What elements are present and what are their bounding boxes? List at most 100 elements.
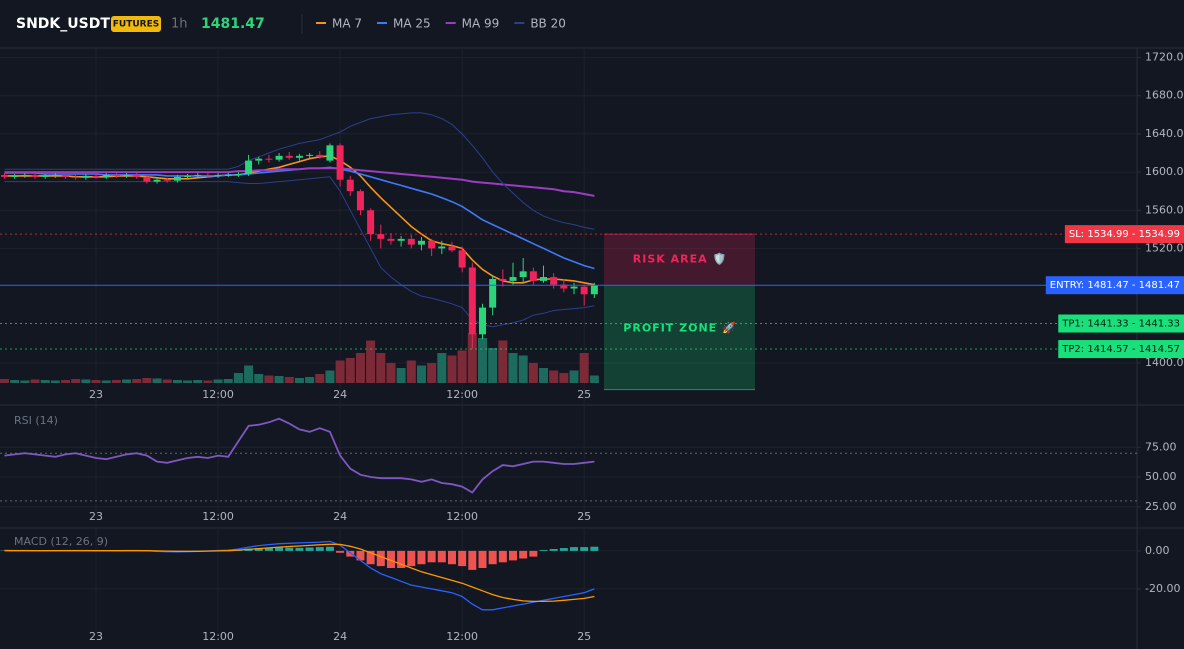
histogram-bar [580, 547, 589, 551]
candle-body [255, 158, 263, 161]
candle-body [377, 234, 385, 239]
candle-body [367, 210, 375, 235]
candle-body [194, 174, 202, 176]
volume-bar [335, 360, 345, 383]
candle-body [346, 179, 354, 192]
volume-bar [264, 375, 274, 383]
histogram-bar [498, 550, 507, 563]
y-tick-label: 75.00 [1145, 440, 1177, 453]
badge-bg [111, 16, 161, 32]
candle-body [529, 271, 537, 281]
volume-bar [183, 380, 193, 383]
candle-body [336, 145, 344, 180]
candle-body [540, 277, 548, 281]
volume-bar [111, 380, 121, 383]
x-tick-label: 25 [577, 388, 591, 401]
x-tick-label: 23 [89, 630, 103, 643]
volume-bar [457, 350, 467, 383]
rsi-line [4, 417, 595, 494]
histogram-bar [468, 550, 477, 570]
interval: 1h [171, 17, 188, 32]
volume-bar [437, 353, 447, 383]
volume-bar [498, 340, 508, 383]
candle-body [560, 284, 568, 289]
candle-body [204, 174, 212, 176]
volume-bar [142, 378, 152, 383]
x-tick-label: 12:00 [202, 510, 234, 523]
volume-bar [244, 365, 254, 383]
volume-bar [213, 379, 223, 383]
volume-bar [579, 353, 589, 383]
volume-bar [427, 363, 437, 383]
volume-bar [172, 380, 182, 383]
histogram-bar [478, 550, 487, 568]
histogram-bar [590, 546, 599, 551]
volume-bar [477, 338, 487, 383]
candle-body [21, 174, 29, 176]
volume-bar [376, 353, 386, 383]
candle-body [31, 174, 39, 177]
zone-label: PROFIT ZONE 🚀 [623, 321, 736, 334]
candle-body [1, 174, 8, 177]
histogram-bar [397, 550, 406, 568]
histogram-bar [539, 549, 548, 551]
candle-body [590, 285, 598, 295]
candle-body [468, 267, 476, 335]
volume-bar [589, 375, 599, 383]
candle-body [173, 176, 181, 181]
histogram-bar [570, 547, 579, 551]
candle-body [550, 277, 558, 285]
volume-bar [122, 379, 132, 383]
candle-body [316, 154, 324, 157]
y-tick-label: -20.00 [1145, 582, 1180, 595]
candle-body [92, 175, 100, 177]
volume-bar [386, 363, 396, 383]
histogram-bar [529, 550, 538, 557]
candle-body [11, 175, 19, 177]
y-tick-label: 1640.00 [1145, 127, 1184, 140]
volume-bar [447, 355, 457, 383]
x-tick-label: 12:00 [446, 510, 478, 523]
order-label-bg [1064, 225, 1184, 244]
zone [604, 285, 755, 390]
candle-body [387, 238, 395, 241]
badge: FUTURES [113, 20, 159, 30]
pane-title: RSI (14) [14, 414, 58, 427]
volume-bar [132, 379, 142, 383]
candle-body [245, 160, 253, 174]
candle-body [438, 246, 446, 249]
candle-body [143, 176, 151, 182]
volume-bar [50, 380, 60, 383]
order-label: TP2: 1414.57 - 1414.57 [1061, 344, 1180, 355]
candle-body [356, 191, 364, 211]
last-price: 1481.47 [201, 16, 265, 32]
candle-body [214, 174, 222, 176]
histogram-bar [356, 550, 365, 561]
histogram-bar [447, 550, 456, 565]
histogram-bar [559, 548, 568, 551]
histogram-bar [285, 547, 294, 551]
histogram-bar [417, 550, 426, 565]
candle-body [499, 278, 507, 281]
macd-line [4, 543, 595, 603]
volume-bar [233, 373, 243, 383]
histogram-bar [264, 547, 273, 551]
y-tick-label: 25.00 [1145, 500, 1177, 513]
volume-bar [223, 379, 233, 383]
volume-bar [101, 380, 111, 383]
candle-body [275, 155, 283, 160]
candle-body [570, 286, 578, 289]
volume-bar [254, 374, 264, 383]
order-label: SL: 1534.99 - 1534.99 [1069, 229, 1180, 240]
y-tick-label: 50.00 [1145, 470, 1177, 483]
candle-body [285, 155, 293, 158]
x-tick-label: 12:00 [202, 388, 234, 401]
histogram-bar [305, 547, 314, 551]
ma-line [4, 167, 595, 197]
histogram-bar [336, 550, 345, 553]
x-tick-label: 23 [89, 510, 103, 523]
x-tick-label: 24 [333, 388, 347, 401]
candle-body [62, 174, 70, 177]
legend-label: MA 25 [393, 17, 431, 31]
